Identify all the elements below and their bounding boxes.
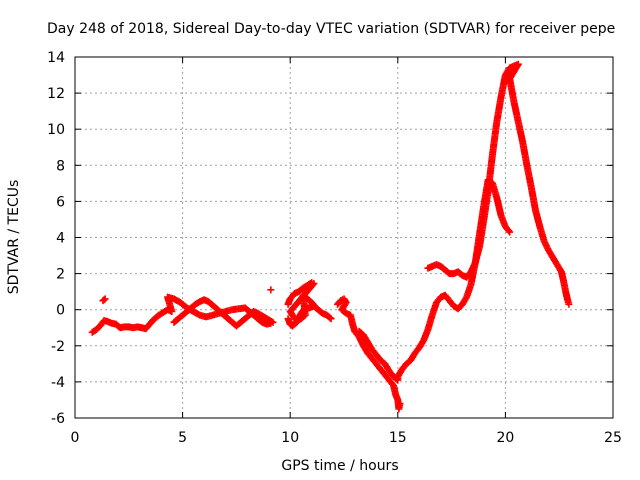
y-tick-label: 2 bbox=[56, 267, 65, 283]
data-point bbox=[505, 227, 513, 235]
y-tick-label: 0 bbox=[56, 303, 65, 319]
data-point bbox=[326, 314, 334, 322]
data-point bbox=[327, 315, 335, 323]
data-series bbox=[88, 60, 573, 413]
x-tick-label: 0 bbox=[71, 430, 80, 446]
y-tick-label: 10 bbox=[47, 122, 65, 138]
y-tick-label: -2 bbox=[51, 339, 65, 355]
data-point bbox=[311, 303, 319, 311]
y-tick-label: 6 bbox=[56, 194, 65, 210]
data-point bbox=[267, 286, 275, 294]
x-axis-label: GPS time / hours bbox=[281, 458, 398, 474]
data-point bbox=[101, 295, 109, 303]
chart-title: Day 248 of 2018, Sidereal Day-to-day VTE… bbox=[47, 21, 615, 37]
grid bbox=[75, 57, 613, 418]
x-tick-label: 20 bbox=[496, 430, 514, 446]
data-point bbox=[506, 228, 514, 236]
data-point bbox=[396, 400, 404, 408]
y-tick-label: 8 bbox=[56, 158, 65, 174]
x-axis: 0 5 10 15 20 25 bbox=[71, 57, 622, 446]
y-tick-label: 12 bbox=[47, 86, 65, 102]
data-point bbox=[312, 304, 320, 312]
x-tick-label: 5 bbox=[178, 430, 187, 446]
y-tick-label: 14 bbox=[47, 50, 65, 66]
x-tick-label: 25 bbox=[604, 430, 622, 446]
y-tick-label: -6 bbox=[51, 411, 65, 427]
y-axis-label: SDTVAR / TECUs bbox=[6, 180, 22, 295]
y-tick-label: -4 bbox=[51, 375, 65, 391]
y-tick-label: 4 bbox=[56, 231, 65, 247]
data-point bbox=[100, 296, 108, 304]
data-point bbox=[268, 318, 276, 326]
x-tick-label: 15 bbox=[389, 430, 407, 446]
data-point bbox=[565, 300, 573, 308]
data-point bbox=[269, 318, 277, 326]
x-tick-label: 10 bbox=[281, 430, 299, 446]
y-axis: -6 -4 -2 0 2 4 6 8 10 12 14 bbox=[47, 50, 613, 427]
